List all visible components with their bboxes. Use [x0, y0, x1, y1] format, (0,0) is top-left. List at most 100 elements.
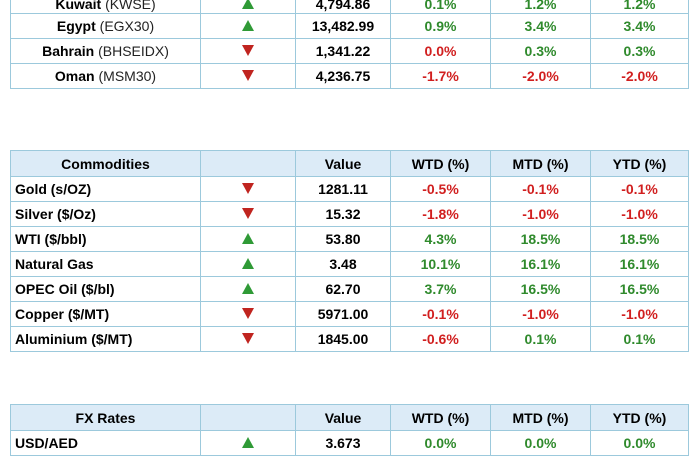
- header-ytd: YTD (%): [590, 150, 689, 177]
- up-arrow-icon: [242, 258, 254, 269]
- ytd-cell: -2.0%: [590, 63, 689, 89]
- down-arrow-icon: [242, 208, 254, 219]
- table-row: Silver ($/Oz) 15.32 -1.8% -1.0% -1.0%: [10, 201, 689, 227]
- header-blank: [200, 150, 296, 177]
- direction-cell: [200, 63, 296, 89]
- commodity-name: WTI ($/bbl): [10, 226, 201, 252]
- wtd-cell: 10.1%: [390, 251, 491, 277]
- wtd-cell: 4.3%: [390, 226, 491, 252]
- direction-cell: [200, 38, 296, 64]
- mtd-cell: -1.0%: [490, 201, 591, 227]
- wtd-cell: 0.1%: [390, 0, 491, 14]
- index-name: Bahrain: [42, 43, 95, 59]
- mtd-cell: -0.1%: [490, 176, 591, 202]
- ytd-cell: -1.0%: [590, 201, 689, 227]
- direction-cell: [200, 13, 296, 39]
- direction-cell: [200, 176, 296, 202]
- table-row: Gold (s/OZ) 1281.11 -0.5% -0.1% -0.1%: [10, 176, 689, 202]
- down-arrow-icon: [242, 308, 254, 319]
- indices-table: Kuwait (KWSE) 4,794.86 0.1% 1.2% 1.2% Eg…: [10, 0, 689, 89]
- down-arrow-icon: [242, 183, 254, 194]
- value-cell: 62.70: [295, 276, 391, 302]
- table-row: Kuwait (KWSE) 4,794.86 0.1% 1.2% 1.2%: [10, 0, 689, 14]
- index-name-cell: Bahrain (BHSEIDX): [10, 38, 201, 64]
- direction-cell: [200, 251, 296, 277]
- header-ytd: YTD (%): [590, 404, 689, 431]
- wtd-cell: 0.0%: [390, 38, 491, 64]
- fx-rates-table: FX Rates Value WTD (%) MTD (%) YTD (%) U…: [10, 404, 689, 456]
- header-value: Value: [295, 150, 391, 177]
- index-name-cell: Egypt (EGX30): [10, 13, 201, 39]
- direction-cell: [200, 430, 296, 456]
- index-name: Oman: [54, 68, 95, 84]
- wtd-cell: 3.7%: [390, 276, 491, 302]
- ytd-cell: 0.3%: [590, 38, 689, 64]
- down-arrow-icon: [242, 70, 254, 81]
- commodities-table: Commodities Value WTD (%) MTD (%) YTD (%…: [10, 150, 689, 352]
- header-mtd: MTD (%): [490, 404, 591, 431]
- ytd-cell: 3.4%: [590, 13, 689, 39]
- wtd-cell: 0.0%: [390, 430, 491, 456]
- header-wtd: WTD (%): [390, 404, 491, 431]
- wtd-cell: -0.5%: [390, 176, 491, 202]
- header-wtd: WTD (%): [390, 150, 491, 177]
- ytd-cell: 0.1%: [590, 326, 689, 352]
- mtd-cell: -2.0%: [490, 63, 591, 89]
- wtd-cell: -1.8%: [390, 201, 491, 227]
- mtd-cell: 1.2%: [490, 0, 591, 14]
- up-arrow-icon: [242, 233, 254, 244]
- value-cell: 4,236.75: [295, 63, 391, 89]
- table-row: WTI ($/bbl) 53.80 4.3% 18.5% 18.5%: [10, 226, 689, 252]
- table-header-row: Commodities Value WTD (%) MTD (%) YTD (%…: [10, 150, 689, 177]
- direction-cell: [200, 326, 296, 352]
- fx-pair-name: USD/AED: [10, 430, 201, 456]
- index-name: Egypt: [56, 18, 96, 34]
- index-code: (EGX30): [99, 18, 155, 34]
- mtd-cell: 16.1%: [490, 251, 591, 277]
- ytd-cell: 16.5%: [590, 276, 689, 302]
- mtd-cell: 16.5%: [490, 276, 591, 302]
- up-arrow-icon: [242, 0, 254, 9]
- header-value: Value: [295, 404, 391, 431]
- value-cell: 3.673: [295, 430, 391, 456]
- commodity-name: Silver ($/Oz): [10, 201, 201, 227]
- header-mtd: MTD (%): [490, 150, 591, 177]
- ytd-cell: 16.1%: [590, 251, 689, 277]
- direction-cell: [200, 301, 296, 327]
- commodity-name: Natural Gas: [10, 251, 201, 277]
- table-row: Natural Gas 3.48 10.1% 16.1% 16.1%: [10, 251, 689, 277]
- table-row: USD/AED 3.673 0.0% 0.0% 0.0%: [10, 430, 689, 456]
- commodity-name: OPEC Oil ($/bl): [10, 276, 201, 302]
- value-cell: 1281.11: [295, 176, 391, 202]
- wtd-cell: -1.7%: [390, 63, 491, 89]
- value-cell: 15.32: [295, 201, 391, 227]
- direction-cell: [200, 226, 296, 252]
- value-cell: 4,794.86: [295, 0, 391, 14]
- index-code: (MSM30): [98, 68, 157, 84]
- index-code: (KWSE): [105, 0, 156, 12]
- mtd-cell: -1.0%: [490, 301, 591, 327]
- value-cell: 5971.00: [295, 301, 391, 327]
- down-arrow-icon: [242, 45, 254, 56]
- value-cell: 1845.00: [295, 326, 391, 352]
- wtd-cell: -0.1%: [390, 301, 491, 327]
- mtd-cell: 0.3%: [490, 38, 591, 64]
- commodity-name: Gold (s/OZ): [10, 176, 201, 202]
- table-row: Copper ($/MT) 5971.00 -0.1% -1.0% -1.0%: [10, 301, 689, 327]
- up-arrow-icon: [242, 283, 254, 294]
- mtd-cell: 18.5%: [490, 226, 591, 252]
- ytd-cell: 0.0%: [590, 430, 689, 456]
- direction-cell: [200, 276, 296, 302]
- index-code: (BHSEIDX): [98, 43, 169, 59]
- ytd-cell: -1.0%: [590, 301, 689, 327]
- down-arrow-icon: [242, 333, 254, 344]
- ytd-cell: 18.5%: [590, 226, 689, 252]
- table-row: OPEC Oil ($/bl) 62.70 3.7% 16.5% 16.5%: [10, 276, 689, 302]
- table-row: Aluminium ($/MT) 1845.00 -0.6% 0.1% 0.1%: [10, 326, 689, 352]
- commodity-name: Copper ($/MT): [10, 301, 201, 327]
- table-row: Egypt (EGX30) 13,482.99 0.9% 3.4% 3.4%: [10, 13, 689, 39]
- value-cell: 53.80: [295, 226, 391, 252]
- wtd-cell: -0.6%: [390, 326, 491, 352]
- up-arrow-icon: [242, 437, 254, 448]
- header-label: FX Rates: [10, 404, 201, 431]
